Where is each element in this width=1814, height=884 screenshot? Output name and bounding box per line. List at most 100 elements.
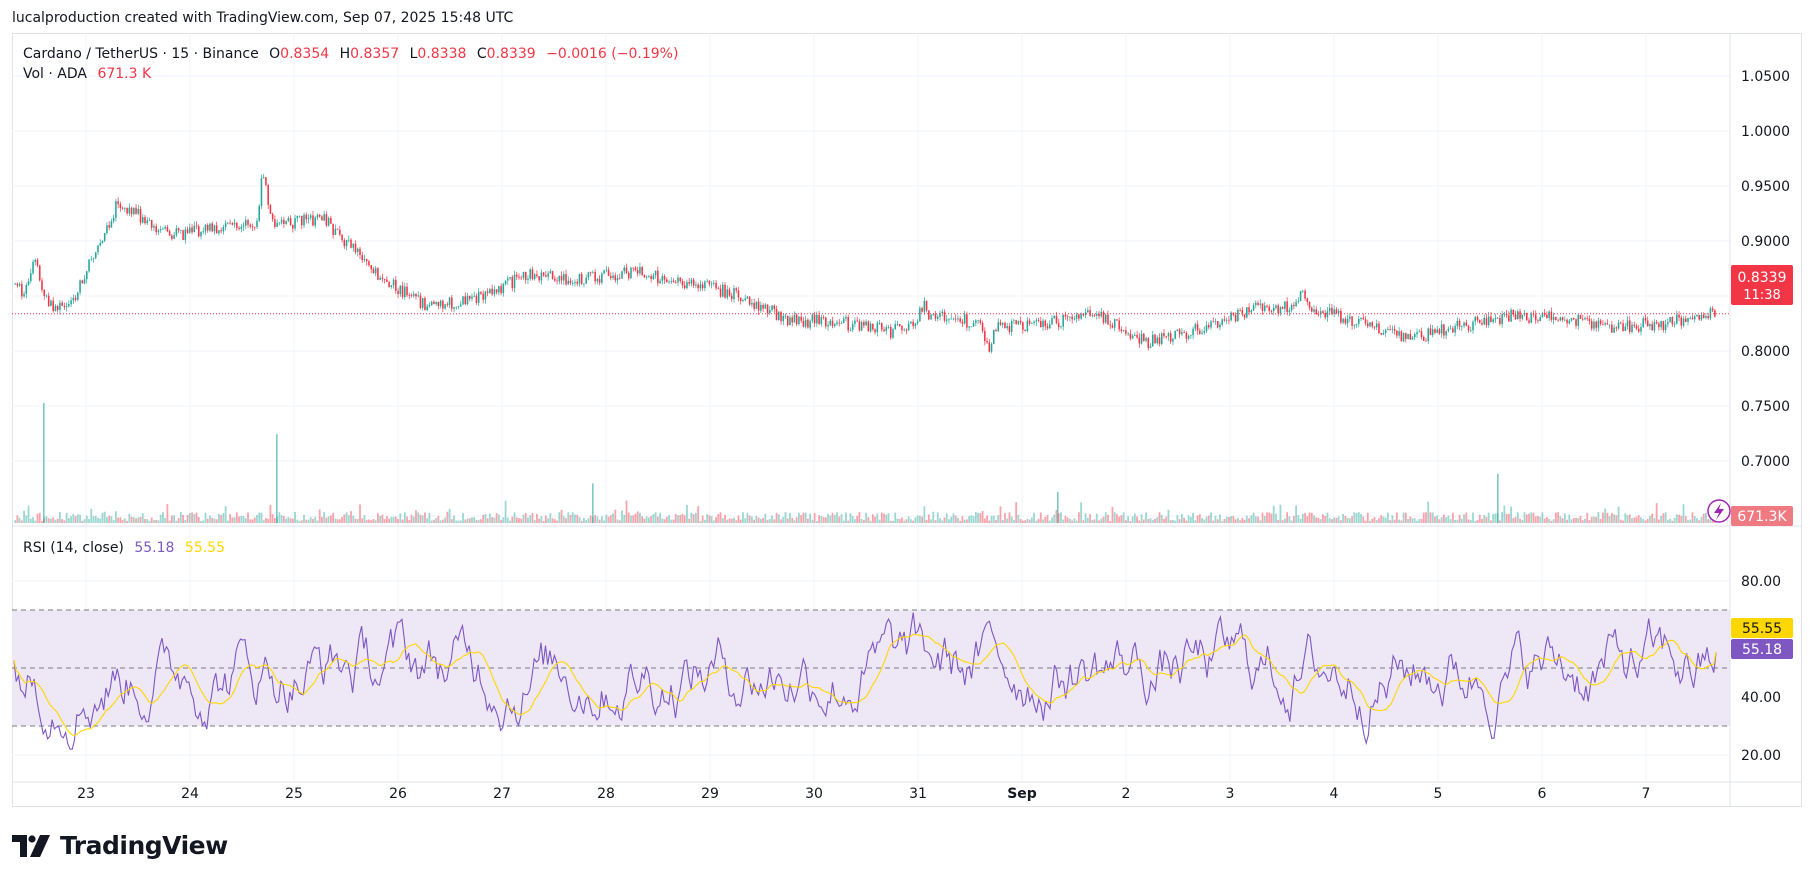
change-value: −0.0016 (−0.19%): [546, 46, 679, 62]
volume-bar: [106, 517, 108, 523]
volume-bar: [871, 514, 874, 523]
candle-body: [1248, 307, 1250, 313]
candle-body: [1001, 322, 1004, 325]
candle-body: [52, 300, 54, 312]
candle-body: [381, 277, 384, 280]
candle-body: [1246, 307, 1248, 318]
volume-bar: [580, 520, 583, 523]
candle-body: [1620, 322, 1622, 324]
candle-body: [1463, 322, 1465, 326]
candle-body: [1125, 330, 1127, 334]
candle-body: [1346, 318, 1349, 324]
volume-bar: [636, 511, 639, 523]
volume-bar: [92, 516, 95, 523]
candle-body: [25, 284, 28, 295]
volume-bar: [827, 513, 829, 523]
rsi-label[interactable]: RSI (14, close): [23, 540, 124, 556]
candle-body: [1084, 312, 1087, 316]
volume-bar: [854, 519, 856, 523]
volume-bar: [444, 517, 446, 523]
volume-bar: [656, 516, 659, 523]
candle-body: [717, 288, 720, 290]
volume-bar: [1196, 515, 1199, 523]
candle-body: [679, 277, 682, 282]
candle-body: [825, 317, 827, 327]
volume-bar: [1425, 512, 1427, 523]
candle-body: [1496, 317, 1499, 319]
candle-body: [1326, 311, 1329, 318]
volume-bar: [1671, 520, 1674, 523]
volume-spike: [1497, 473, 1499, 523]
candle-body: [455, 306, 458, 308]
candle-body: [339, 229, 341, 235]
candle-body: [1714, 310, 1716, 317]
candle-body: [571, 283, 574, 284]
volume-bar: [1102, 516, 1105, 523]
volume-bar: [1597, 512, 1600, 523]
candle-body: [1546, 314, 1548, 319]
candle-body: [1176, 329, 1179, 331]
candle-body: [451, 297, 453, 309]
candle-body: [276, 222, 278, 227]
volume-bar: [789, 512, 791, 523]
volume-bar: [1004, 512, 1006, 523]
candle-body: [1201, 332, 1203, 334]
candle-body: [746, 296, 749, 299]
rsi-badge: 55.18: [1731, 639, 1793, 659]
volume-bar: [1391, 515, 1394, 523]
volume-bar: [540, 516, 543, 523]
candle-body: [601, 273, 603, 283]
volume-bar: [621, 510, 623, 523]
symbol-title[interactable]: Cardano / TetherUS · 15 · Binance: [23, 46, 259, 62]
axes: 1.05001.00000.95000.90000.85000.80000.75…: [12, 34, 1801, 806]
candle-body: [265, 177, 267, 186]
volume-bar: [88, 519, 90, 523]
volume-bar: [1319, 519, 1322, 523]
volume-bar: [1147, 519, 1150, 523]
volume-bar: [954, 515, 957, 523]
tradingview-brand[interactable]: TradingView: [12, 831, 228, 860]
volume-label[interactable]: Vol · ADA: [23, 66, 87, 82]
high-value: 0.8357: [350, 46, 400, 62]
candle-body: [509, 277, 511, 279]
volume-bar: [1066, 517, 1069, 523]
candle-body: [74, 297, 77, 300]
candle-body: [1342, 318, 1344, 323]
volume-bar: [925, 519, 928, 523]
candle-body: [952, 318, 955, 320]
candle-body: [775, 309, 778, 321]
volume-bar: [1315, 517, 1318, 523]
volume-bar: [598, 519, 601, 523]
volume-bar: [1053, 514, 1056, 523]
volume-bar: [347, 515, 350, 523]
volume-bar: [1646, 518, 1649, 523]
volume-bar: [468, 518, 471, 523]
volume-bar: [782, 516, 785, 523]
volume-bar: [1295, 505, 1297, 523]
tradingview-logo-icon: [12, 834, 50, 857]
candle-body: [1559, 317, 1562, 321]
time-tick-label: 26: [389, 786, 407, 802]
candle-body: [641, 267, 643, 275]
volume-bar: [1380, 515, 1383, 523]
candle-body: [1160, 333, 1163, 344]
volume-bar: [379, 516, 382, 523]
time-tick-label: 24: [181, 786, 199, 802]
candle-body: [813, 314, 816, 324]
candle-body: [1517, 311, 1519, 320]
candle-body: [498, 286, 500, 293]
candle-body: [1528, 320, 1530, 323]
candle-body: [50, 300, 52, 306]
candle-body: [1219, 324, 1221, 328]
volume-bar: [780, 519, 782, 523]
candle-body: [435, 301, 437, 304]
candle-body: [106, 225, 108, 234]
candle-body: [1026, 320, 1029, 332]
volume-bar: [79, 514, 81, 523]
candle-body: [1555, 316, 1557, 320]
candle-body: [462, 296, 464, 305]
lightning-icon[interactable]: [1707, 499, 1731, 523]
volume-bar: [1604, 508, 1607, 523]
volume-bar: [692, 514, 695, 523]
